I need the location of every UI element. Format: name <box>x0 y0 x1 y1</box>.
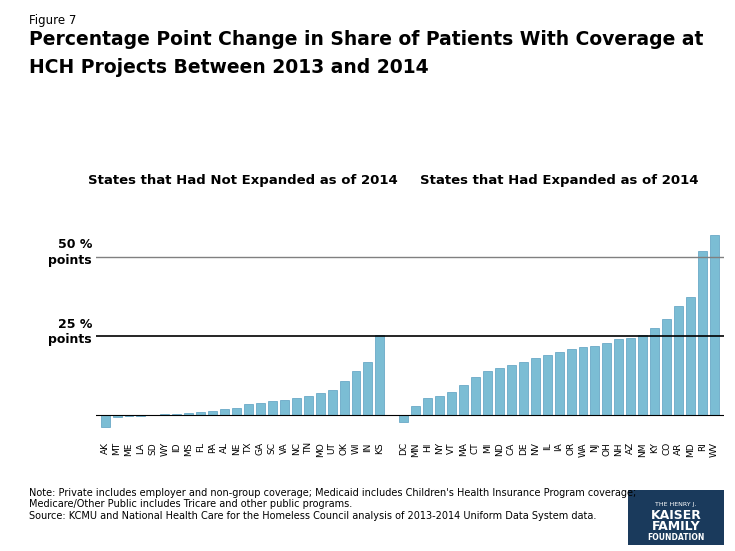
Bar <box>603 343 612 415</box>
Bar <box>232 408 241 415</box>
Text: FOUNDATION: FOUNDATION <box>648 533 705 542</box>
Bar <box>112 415 121 417</box>
Text: KAISER: KAISER <box>650 509 702 522</box>
Text: 50 %: 50 % <box>57 239 92 251</box>
Bar <box>686 296 695 415</box>
Text: Percentage Point Change in Share of Patients With Coverage at: Percentage Point Change in Share of Pati… <box>29 30 704 49</box>
Bar <box>531 358 539 415</box>
Bar <box>208 410 217 415</box>
Bar <box>244 404 253 415</box>
Bar <box>399 415 408 422</box>
Bar <box>268 401 277 415</box>
Bar <box>315 393 325 415</box>
Text: Note: Private includes employer and non-group coverage; Medicaid includes Childr: Note: Private includes employer and non-… <box>29 488 637 521</box>
Bar <box>292 398 301 415</box>
Bar <box>578 347 587 415</box>
Bar <box>710 235 719 415</box>
Bar <box>459 385 468 415</box>
Bar <box>471 377 480 415</box>
Text: States that Had Expanded as of 2014: States that Had Expanded as of 2014 <box>420 174 698 187</box>
Bar <box>555 352 564 415</box>
Bar <box>519 361 528 415</box>
Bar <box>160 414 169 415</box>
Bar <box>483 371 492 415</box>
Bar <box>590 345 600 415</box>
Bar <box>340 381 348 415</box>
Bar <box>495 368 504 415</box>
Bar <box>196 412 205 415</box>
Bar <box>567 349 576 415</box>
Bar <box>328 390 337 415</box>
Text: 25 %: 25 % <box>57 318 92 331</box>
Bar <box>614 339 623 415</box>
Bar <box>638 334 648 415</box>
Bar <box>304 396 312 415</box>
Bar <box>280 399 289 415</box>
Text: States that Had Not Expanded as of 2014: States that Had Not Expanded as of 2014 <box>87 174 398 187</box>
Bar <box>184 413 193 415</box>
Bar <box>220 409 229 415</box>
Bar <box>351 371 360 415</box>
Bar <box>364 361 373 415</box>
Text: points: points <box>49 333 92 347</box>
Bar <box>698 251 707 415</box>
Bar <box>674 306 683 415</box>
Text: THE HENRY J.: THE HENRY J. <box>656 501 697 507</box>
Bar <box>412 406 420 415</box>
Bar <box>256 403 265 415</box>
Bar <box>662 318 671 415</box>
Bar <box>435 396 444 415</box>
Bar <box>542 355 552 415</box>
Bar <box>423 398 432 415</box>
Bar <box>376 334 384 415</box>
Bar <box>101 415 110 426</box>
Text: HCH Projects Between 2013 and 2014: HCH Projects Between 2013 and 2014 <box>29 58 429 77</box>
Bar <box>172 414 182 415</box>
Text: points: points <box>49 254 92 267</box>
Text: FAMILY: FAMILY <box>652 520 700 533</box>
Bar <box>447 392 456 415</box>
Text: Figure 7: Figure 7 <box>29 14 76 27</box>
Bar <box>124 415 134 416</box>
Bar <box>626 338 635 415</box>
Bar <box>650 328 659 415</box>
Bar <box>507 365 516 415</box>
